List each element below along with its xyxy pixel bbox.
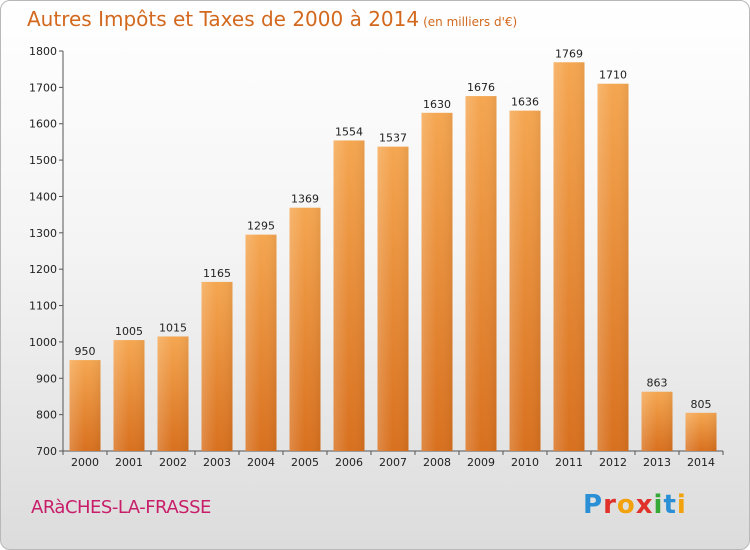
logo-letter: x	[635, 490, 654, 520]
bar-shine	[465, 96, 497, 451]
value-label: 1369	[291, 193, 319, 206]
logo-letter: r	[603, 490, 617, 520]
x-tick-label: 2012	[599, 456, 627, 469]
y-tick-label: 1700	[29, 81, 57, 94]
chart-unit: (en milliers d'€)	[423, 15, 518, 29]
value-label: 1636	[511, 96, 539, 109]
value-labels: 950 1005 1015 1165 1295 1369 1554 1537 1630 1676 1…	[75, 47, 712, 411]
y-tick-label: 1500	[29, 154, 57, 167]
y-tick-label: 1200	[29, 263, 57, 276]
x-tick-label: 2010	[511, 456, 539, 469]
x-tick-label: 2014	[687, 456, 715, 469]
y-tick-label: 700	[36, 445, 57, 458]
value-label: 1630	[423, 98, 451, 111]
value-label: 1769	[555, 47, 583, 60]
x-tick-label: 2008	[423, 456, 451, 469]
x-tick-label: 2004	[247, 456, 275, 469]
bar-shine	[289, 207, 321, 451]
x-tick-label: 2007	[379, 456, 407, 469]
x-tick-label: 2005	[291, 456, 319, 469]
logo-letter: i	[653, 490, 664, 520]
value-label: 863	[647, 377, 668, 390]
value-label: 1005	[115, 325, 143, 338]
y-tick-label: 1300	[29, 227, 57, 240]
x-tick-label: 2009	[467, 456, 495, 469]
value-label: 1295	[247, 220, 275, 233]
chart-title: Autres Impôts et Taxes de 2000 à 2014 (en…	[27, 7, 517, 31]
y-tick-label: 1600	[29, 118, 57, 131]
bar-shine	[685, 412, 717, 451]
bars	[69, 62, 717, 452]
x-tick-label: 2001	[115, 456, 143, 469]
y-axis: 700 800 900 1000 1100 1200 1300 1400 1500 1600 170…	[29, 45, 64, 458]
bar-shine	[245, 234, 277, 451]
y-tick-label: 1100	[29, 300, 57, 313]
logo-letter: o	[616, 490, 636, 520]
bar-shine	[69, 360, 101, 451]
bar-shine	[157, 336, 189, 451]
x-tick-label: 2013	[643, 456, 671, 469]
x-axis: 2000 2001 2002 2003 2004 2005 2006 2007 2008 2009…	[62, 450, 724, 469]
x-tick-label: 2002	[159, 456, 187, 469]
bar-shine	[597, 83, 629, 452]
value-label: 1676	[467, 81, 495, 94]
value-label: 1710	[599, 69, 627, 82]
logo-letter: i	[676, 490, 687, 520]
y-tick-label: 1000	[29, 336, 57, 349]
value-label: 1554	[335, 125, 363, 138]
bar-shine	[333, 140, 365, 452]
value-label: 1165	[203, 267, 231, 280]
commune-name: ARàCHES-LA-FRASSE	[31, 497, 211, 518]
value-label: 1537	[379, 132, 407, 145]
x-tick-label: 2011	[555, 456, 583, 469]
proxiti-logo[interactable]: Proxiti	[583, 490, 687, 520]
x-tick-label: 2006	[335, 456, 363, 469]
y-tick-label: 900	[36, 372, 57, 385]
chart-title-text: Autres Impôts et Taxes de 2000 à 2014	[27, 7, 420, 31]
logo-letter: t	[663, 490, 677, 520]
value-label: 1015	[159, 321, 187, 334]
y-tick-label: 1800	[29, 45, 57, 58]
bar-shine	[201, 281, 233, 451]
bar-shine	[421, 112, 453, 452]
bar-shine	[641, 391, 673, 451]
value-label: 805	[691, 398, 712, 411]
x-tick-label: 2003	[203, 456, 231, 469]
logo-letter: P	[583, 490, 604, 520]
bar-shine	[377, 146, 409, 452]
y-tick-label: 1400	[29, 190, 57, 203]
y-tick-label: 800	[36, 409, 57, 422]
bar-shine	[553, 62, 585, 451]
bar-shine	[509, 110, 541, 452]
bar-shine	[113, 340, 145, 451]
value-label: 950	[75, 345, 96, 358]
x-tick-label: 2000	[71, 456, 99, 469]
